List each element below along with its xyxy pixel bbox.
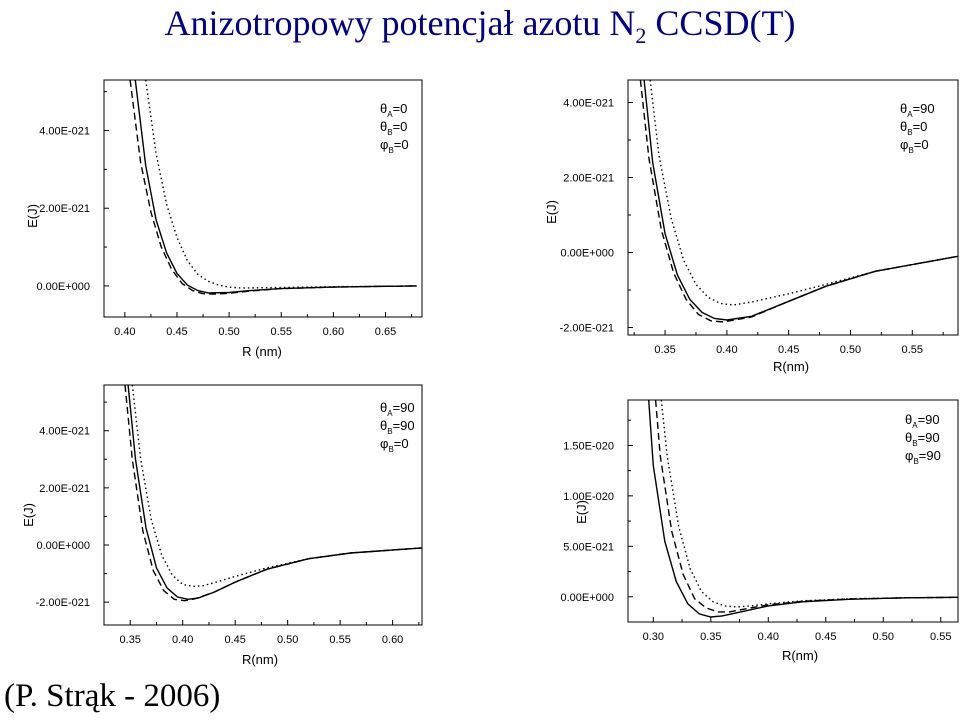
series-solid-curve xyxy=(134,80,417,294)
x-tick-label: 0.40 xyxy=(172,634,193,646)
plot-frame xyxy=(103,79,423,318)
x-tick-label: 0.30 xyxy=(643,631,664,643)
x-tick-label: 0.65 xyxy=(375,326,396,338)
legend-entry: φB=0 xyxy=(380,436,409,454)
y-tick-label: 1.50E-020 xyxy=(563,440,614,452)
x-tick-label: 0.55 xyxy=(271,326,292,338)
x-tick-label: 0.40 xyxy=(758,631,779,643)
y-tick-label: 4.00E-021 xyxy=(563,98,614,110)
legend-entry: θB=90 xyxy=(905,430,940,448)
title-main: Anizotropowy potencjał azotu N xyxy=(164,3,636,43)
x-tick-label: 0.55 xyxy=(930,631,951,643)
x-tick-label: 0.55 xyxy=(902,344,923,356)
y-tick-label: 4.00E-021 xyxy=(39,126,90,138)
series-dashed-curve xyxy=(639,80,958,323)
legend-entry: φB=90 xyxy=(905,448,941,466)
x-axis-label: R (nm) xyxy=(242,344,282,359)
legend-entry: θA=0 xyxy=(380,101,407,119)
x-tick-label: 0.40 xyxy=(716,344,737,356)
x-tick-label: 0.50 xyxy=(277,634,298,646)
legend-entry: θA=90 xyxy=(905,412,940,430)
x-tick-label: 0.35 xyxy=(700,631,721,643)
legend-entry: θB=0 xyxy=(900,119,927,137)
plot-frame xyxy=(103,384,423,626)
x-tick-label: 0.50 xyxy=(218,326,239,338)
legend-entry: φB=0 xyxy=(900,137,929,155)
y-tick-label: 2.00E-021 xyxy=(563,173,614,185)
page-title: Anizotropowy potencjał azotu N2 CCSD(T) xyxy=(0,2,960,49)
author-credit: (P. Strąk - 2006) xyxy=(4,678,221,714)
chart-2: -2.00E-021 0.00E+000 2.00E-021 4.00E-021 0.3… xyxy=(544,79,959,374)
series-dashed-curve xyxy=(654,400,958,613)
chart-1: 0.00E+000 2.00E-021 4.00E-021 0.40 0.45 0.50 0… xyxy=(25,79,423,359)
y-tick-label: 4.00E-021 xyxy=(39,426,90,438)
plot-frame xyxy=(627,399,959,623)
x-tick-label: 0.40 xyxy=(114,326,135,338)
x-tick-label: 0.60 xyxy=(382,634,403,646)
x-axis-label: R(nm) xyxy=(242,652,278,667)
y-tick-label: 0.00E+000 xyxy=(560,248,614,260)
y-axis-label: E(J) xyxy=(21,503,36,527)
x-tick-label: 0.50 xyxy=(840,344,861,356)
y-tick-label: 0.00E+000 xyxy=(36,281,90,293)
title-tail: CCSD(T) xyxy=(646,3,796,43)
x-axis-label: R(nm) xyxy=(773,359,809,374)
series-dotted-curve xyxy=(660,400,958,608)
legend-entry: φB=0 xyxy=(380,137,409,155)
y-tick-label: -2.00E-021 xyxy=(560,323,614,335)
y-tick-label: 2.00E-021 xyxy=(39,203,90,215)
x-tick-label: 0.35 xyxy=(120,634,141,646)
y-tick-label: 5.00E-021 xyxy=(563,541,614,553)
y-tick-label: 2.00E-021 xyxy=(39,483,90,495)
legend-entry: θB=0 xyxy=(380,119,407,137)
y-tick-label: 1.00E-020 xyxy=(563,491,614,503)
x-tick-label: 0.45 xyxy=(224,634,245,646)
y-axis-label: E(J) xyxy=(25,204,40,228)
series-dashed-curve xyxy=(129,80,417,295)
series-dotted-curve xyxy=(131,385,422,588)
x-axis-label: R(nm) xyxy=(782,648,818,663)
y-axis-label: E(J) xyxy=(544,200,559,224)
series-dotted-curve xyxy=(145,80,417,289)
plot-frame xyxy=(627,79,959,336)
x-tick-label: 0.50 xyxy=(873,631,894,643)
chart-3: -2.00E-021 0.00E+000 2.00E-021 4.00E-021 0.3… xyxy=(21,384,423,667)
y-axis-label: E(J) xyxy=(574,500,589,524)
x-tick-label: 0.35 xyxy=(654,344,675,356)
x-tick-label: 0.45 xyxy=(166,326,187,338)
x-tick-label: 0.45 xyxy=(815,631,836,643)
legend-entry: θA=90 xyxy=(380,400,415,418)
y-tick-label: 0.00E+000 xyxy=(36,540,90,552)
x-tick-label: 0.55 xyxy=(329,634,350,646)
chart-4: 0.00E+000 5.00E-021 1.00E-020 1.50E-020 0.30… xyxy=(560,399,959,663)
y-tick-label: -2.00E-021 xyxy=(36,597,90,609)
legend-entry: θA=90 xyxy=(900,101,935,119)
x-tick-label: 0.45 xyxy=(778,344,799,356)
x-tick-label: 0.60 xyxy=(323,326,344,338)
legend-entry: θB=90 xyxy=(380,418,415,436)
series-dashed-curve xyxy=(124,385,422,602)
title-subscript: 2 xyxy=(635,23,647,48)
series-dotted-curve xyxy=(649,80,958,306)
y-tick-label: 0.00E+000 xyxy=(560,592,614,604)
